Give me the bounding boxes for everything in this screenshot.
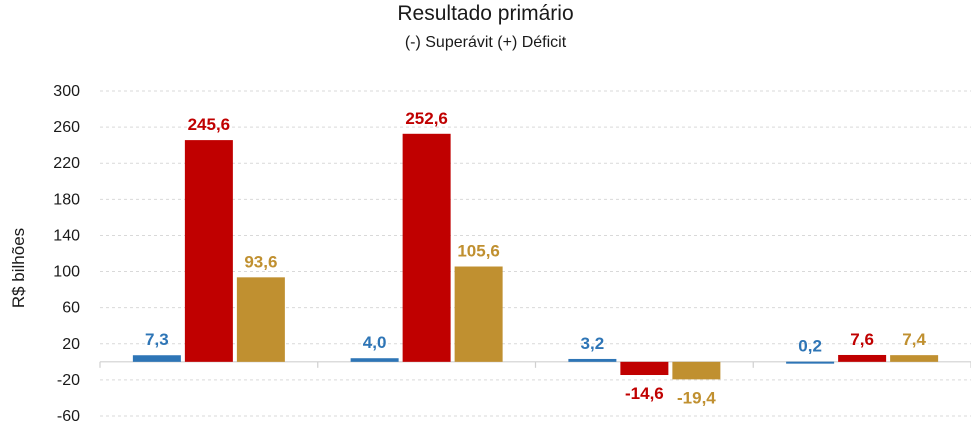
bar	[132, 355, 181, 362]
bar-value-label: 245,6	[188, 115, 231, 134]
bar-value-label: 4,0	[363, 333, 387, 352]
bar-value-label: -14,6	[625, 384, 664, 403]
bar-value-label: 3,2	[581, 334, 605, 353]
bar-value-label: 252,6	[405, 109, 448, 128]
y-axis-title: R$ bilhões	[9, 228, 28, 308]
bar-value-label: 7,6	[850, 330, 874, 349]
bar	[236, 277, 285, 362]
bar	[568, 358, 617, 362]
bar	[890, 355, 939, 362]
y-tick-label: 20	[62, 336, 80, 353]
bar-value-label: 93,6	[244, 252, 277, 271]
y-tick-label: 180	[53, 191, 80, 208]
y-tick-label: 140	[53, 227, 80, 244]
y-tick-label: -20	[57, 372, 80, 389]
y-tick-label: 260	[53, 119, 80, 136]
bar-value-label: 7,3	[145, 330, 169, 349]
chart-subtitle: (-) Superávit (+) Déficit	[404, 34, 567, 51]
data-labels: 7,3 4,0 3,2 0,2 245,6 252,6 -14,6 7,6 93,6 105,6 -…	[145, 109, 926, 408]
bar	[620, 361, 669, 376]
bar-value-label: -19,4	[677, 388, 716, 407]
bar	[672, 361, 721, 380]
y-tick-label: 60	[62, 300, 80, 317]
y-tick-label: -60	[57, 408, 80, 425]
y-tick-label: 220	[53, 155, 80, 172]
bars	[132, 133, 939, 380]
bar-value-label: 105,6	[457, 242, 500, 261]
bar	[838, 354, 887, 362]
bar-value-label: 7,4	[902, 330, 926, 349]
bar	[786, 361, 835, 364]
bar	[402, 133, 451, 362]
bar	[350, 358, 399, 362]
bar	[184, 140, 233, 362]
y-tick-label: 100	[53, 264, 80, 281]
bar	[454, 266, 503, 362]
chart-title: Resultado primário	[397, 2, 574, 25]
y-axis-ticks: 300 260 220 180 140 100 60 20 -20 -60	[53, 83, 80, 425]
bar-value-label: 0,2	[798, 337, 822, 356]
y-tick-label: 300	[53, 83, 80, 100]
